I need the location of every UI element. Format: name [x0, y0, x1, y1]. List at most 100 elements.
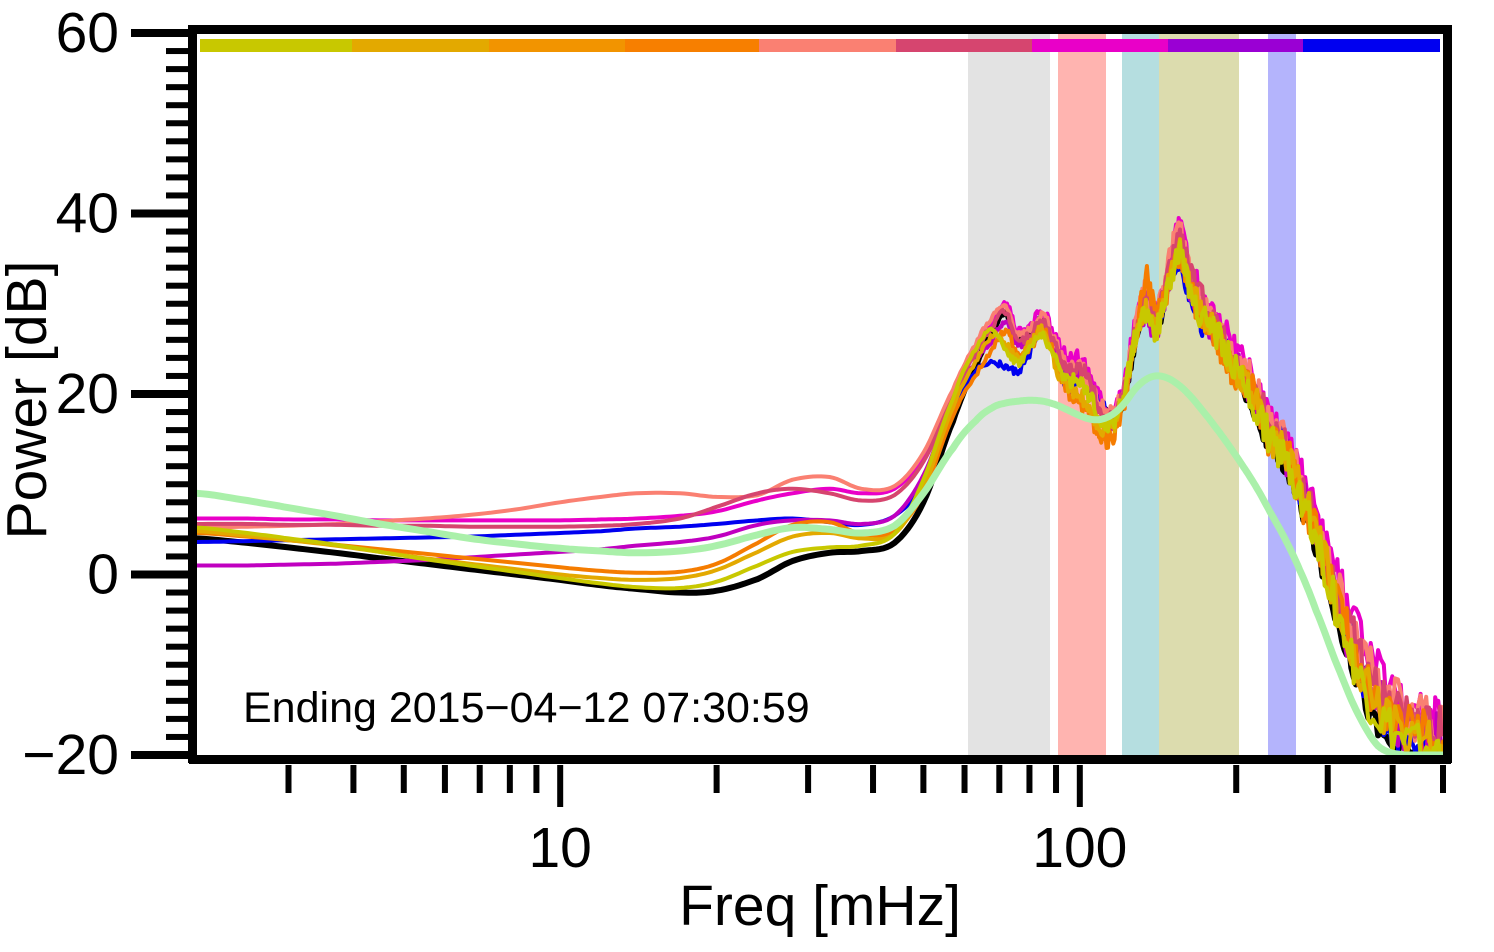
y-minor-tick-44	[166, 174, 192, 181]
y-minor-tick-38	[166, 228, 192, 235]
x-tick-6	[441, 765, 448, 793]
y-minor-tick-52	[166, 102, 192, 109]
x-tick-500	[1440, 765, 1446, 793]
y-minor-tick-8	[166, 499, 192, 506]
y-minor-tick--4	[166, 607, 192, 614]
y-minor-tick-6	[166, 517, 192, 524]
y-minor-tick--10	[166, 661, 192, 668]
x-tick-400	[1389, 765, 1396, 793]
y-minor-tick--16	[166, 715, 192, 722]
x-tick-100	[1076, 765, 1083, 807]
x-tick-4	[350, 765, 357, 793]
x-tick-20	[713, 765, 720, 793]
x-tick-70	[996, 765, 1003, 793]
x-tick-50	[920, 765, 927, 793]
colorbar-band-6	[896, 39, 1032, 52]
y-axis-title: Power [dB]	[0, 261, 59, 540]
y-minor-tick-10	[166, 481, 192, 488]
y-tick-label-60: 60	[56, 1, 119, 65]
y-minor-tick-18	[166, 409, 192, 416]
colorbar-band-3	[489, 39, 625, 52]
y-minor-tick-32	[166, 282, 192, 289]
x-tick-8	[506, 765, 513, 793]
y-minor-tick-54	[166, 84, 192, 91]
x-tick-60	[961, 765, 968, 793]
x-tick-30	[805, 765, 812, 793]
y-minor-tick--6	[166, 625, 192, 632]
y-minor-tick-24	[166, 354, 192, 361]
x-tick-label-100: 100	[1032, 816, 1127, 880]
y-minor-tick-12	[166, 463, 192, 470]
y-major-tick--20	[131, 751, 192, 759]
x-axis-tick-labels: 10 100	[528, 816, 1127, 880]
y-minor-tick-36	[166, 246, 192, 253]
y-minor-tick-42	[166, 192, 192, 199]
frame-bottom	[189, 755, 1451, 764]
y-minor-tick-58	[166, 48, 192, 55]
curve-spectrum-olive	[197, 239, 1443, 755]
y-major-tick-40	[131, 209, 192, 218]
x-axis-title: Freq [mHz]	[679, 874, 961, 938]
plot-frame	[188, 25, 1452, 764]
colorbar-band-1	[200, 39, 352, 52]
y-minor-tick-4	[166, 535, 192, 542]
x-tick-200	[1233, 765, 1240, 793]
y-tick-label-20: 20	[56, 362, 119, 426]
x-tick-10	[557, 765, 564, 807]
frame-top	[189, 25, 1451, 34]
ending-timestamp-annotation: Ending 2015−04−12 07:30:59	[243, 684, 810, 732]
y-tick-label-40: 40	[56, 182, 119, 246]
colorbar-band-5	[759, 39, 896, 52]
y-minor-tick-56	[166, 66, 192, 73]
x-axis-ticks	[285, 765, 1446, 807]
colorbar-band-7	[1032, 39, 1168, 52]
y-minor-tick-22	[166, 372, 192, 379]
curve-spectrum-green-smooth	[197, 372, 1443, 755]
y-tick-label-0: 0	[87, 543, 119, 607]
y-minor-tick--2	[166, 589, 192, 596]
y-minor-tick-48	[166, 138, 192, 145]
spectrum-curves-group	[197, 216, 1443, 755]
y-minor-tick--14	[166, 697, 192, 704]
x-tick-90	[1053, 765, 1060, 793]
y-minor-tick--18	[166, 733, 192, 740]
y-minor-tick-34	[166, 264, 192, 271]
y-major-tick-20	[131, 390, 192, 398]
y-minor-tick-26	[166, 336, 192, 343]
frequency-band-colorbar	[200, 39, 1440, 52]
colorbar-band-9	[1303, 39, 1440, 52]
y-major-tick-0	[131, 570, 192, 579]
colorbar-band-4	[625, 39, 759, 52]
band-shade-khaki	[1159, 34, 1239, 755]
y-minor-tick-30	[166, 300, 192, 307]
x-tick-7	[476, 765, 483, 793]
y-minor-tick--8	[166, 643, 192, 650]
frame-right	[1443, 25, 1452, 763]
y-minor-tick-16	[166, 427, 192, 434]
x-tick-9	[533, 765, 540, 793]
x-tick-label-10: 10	[528, 816, 591, 880]
y-minor-tick-28	[166, 318, 192, 325]
colorbar-band-2	[352, 39, 489, 52]
y-minor-tick-46	[166, 156, 192, 163]
shaded-bands-group	[968, 34, 1296, 755]
y-minor-tick--12	[166, 679, 192, 686]
x-tick-40	[870, 765, 877, 793]
y-axis-tick-labels: −20 0 20 40 60	[22, 1, 119, 787]
colorbar-band-8	[1168, 39, 1303, 52]
y-axis-ticks	[131, 29, 192, 759]
x-tick-3	[285, 765, 292, 793]
band-shade-lavender	[1268, 34, 1296, 755]
y-major-tick-60	[131, 29, 192, 37]
x-tick-5	[400, 765, 407, 793]
y-minor-tick-2	[166, 553, 192, 560]
band-shade-gray	[968, 34, 1050, 755]
y-tick-label--20: −20	[22, 723, 119, 787]
frame-left	[188, 25, 197, 763]
x-tick-300	[1324, 765, 1331, 793]
y-minor-tick-14	[166, 445, 192, 452]
x-tick-80	[1026, 765, 1033, 793]
